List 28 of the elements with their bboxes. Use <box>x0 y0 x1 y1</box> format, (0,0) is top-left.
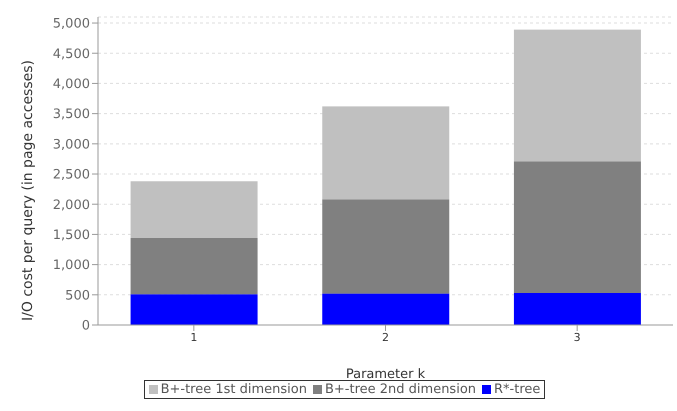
bar <box>130 238 258 294</box>
y-tick-label: 1,500 <box>52 228 90 244</box>
y-tick-label: 2,000 <box>52 198 90 213</box>
x-tick-label: 3 <box>574 330 581 344</box>
y-tick-label: 2,500 <box>52 168 90 183</box>
legend-label: R*-tree <box>493 382 540 397</box>
bar <box>322 294 450 325</box>
bar <box>322 106 450 200</box>
bar <box>130 294 258 325</box>
y-tick-label: 3,000 <box>52 137 90 152</box>
y-tick-label: 0 <box>82 318 90 334</box>
x-tick-label: 1 <box>190 330 198 344</box>
y-tick-label: 5,000 <box>52 16 90 32</box>
bar <box>514 292 641 325</box>
y-axis-title: I/O cost per query (in page accesses) <box>20 60 36 321</box>
bar <box>130 181 258 238</box>
bar <box>514 30 641 162</box>
y-tick-label: 4,500 <box>52 46 90 62</box>
y-tick-label: 4,000 <box>52 77 90 92</box>
legend-label: B+-tree 2nd dimension <box>324 382 476 397</box>
legend-label: B+-tree 1st dimension <box>160 382 307 397</box>
x-tick-label: 2 <box>382 330 389 344</box>
y-tick-label: 500 <box>65 288 90 304</box>
x-axis-title: Parameter k <box>346 367 426 382</box>
y-tick-label: 3,500 <box>52 107 90 122</box>
bar <box>514 161 641 293</box>
y-tick-label: 1,000 <box>52 258 90 274</box>
bar <box>322 199 450 294</box>
